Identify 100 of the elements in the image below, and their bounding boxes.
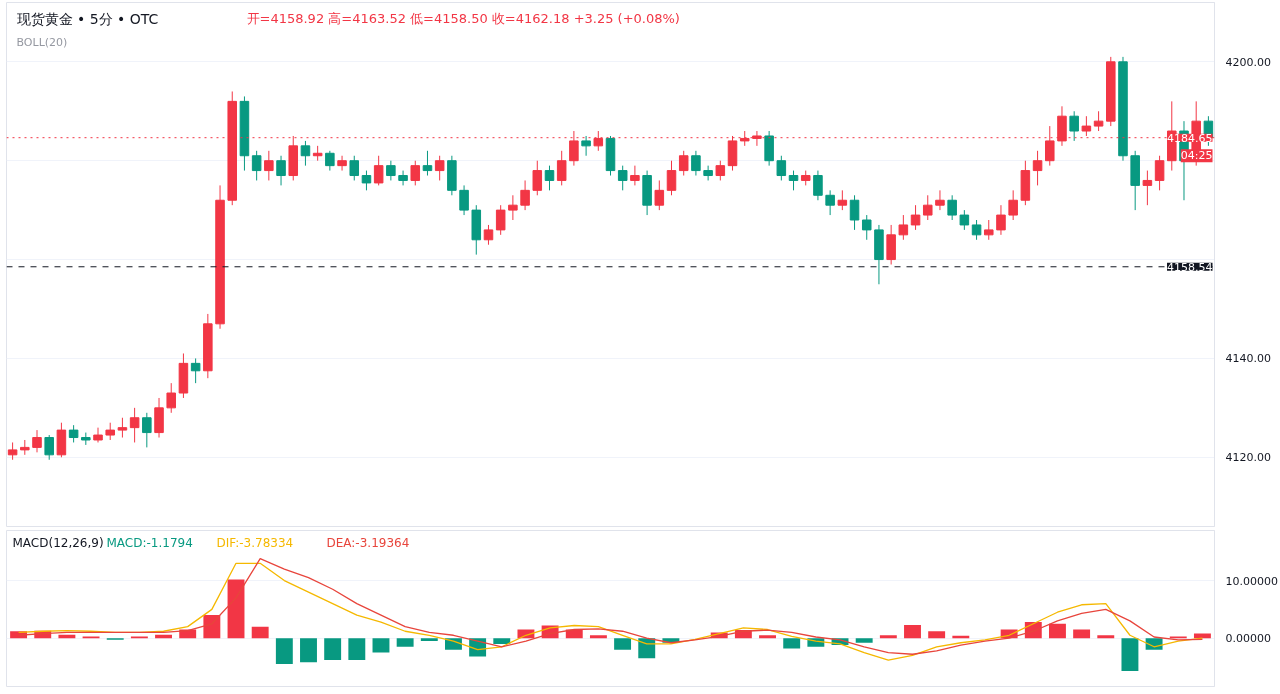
text: DEA:-3.19364	[326, 535, 410, 550]
bar	[396, 638, 414, 647]
candlestick	[1142, 170, 1153, 206]
candlestick	[117, 417, 128, 439]
y-tick-label: 4200.00	[1225, 55, 1271, 69]
bar	[879, 635, 897, 639]
bar	[203, 615, 221, 639]
text: 开=4158.92 高=4163.52 低=4158.50 收=4162.18 +3.25 (+0.08%)	[246, 11, 680, 26]
bar	[493, 638, 511, 644]
candlestick	[166, 382, 176, 414]
text: MACD(12,26,9)	[12, 535, 104, 550]
candlestick	[410, 160, 421, 186]
y-tick-label: 0.00000	[1225, 632, 1271, 646]
candlestick	[251, 150, 262, 181]
candlestick	[459, 184, 469, 216]
candlestick	[1069, 110, 1079, 142]
candlestick	[922, 194, 933, 221]
candlestick	[544, 165, 555, 191]
bar	[348, 638, 366, 661]
bar	[1073, 629, 1091, 639]
bar	[324, 638, 342, 661]
ref-line-label: 4158.54	[1167, 260, 1213, 274]
candlestick	[910, 204, 921, 231]
bar	[1049, 623, 1066, 639]
candlestick	[434, 155, 445, 181]
text: MACD:-1.1794	[106, 535, 193, 550]
candlestick	[947, 194, 957, 221]
bar	[372, 638, 390, 653]
candlestick	[520, 179, 530, 211]
candlestick	[996, 204, 1006, 236]
y-tick-label: 10.00000	[1225, 574, 1278, 588]
bar	[855, 638, 873, 643]
candlestick	[190, 357, 201, 384]
candlestick	[825, 189, 835, 216]
candlestick	[32, 429, 42, 453]
bar	[251, 626, 269, 639]
candlestick	[715, 160, 726, 181]
bar	[904, 624, 921, 639]
candlestick	[898, 214, 909, 241]
candlestick	[630, 165, 640, 186]
candlestick	[532, 160, 543, 196]
candlestick	[776, 155, 787, 181]
candlestick	[581, 135, 591, 157]
candlestick	[264, 150, 274, 181]
series-label: DIF:-3.78334	[216, 535, 294, 550]
candlestick	[1093, 110, 1104, 132]
candlestick	[861, 214, 872, 241]
candlestick	[386, 160, 396, 181]
bar	[227, 579, 245, 639]
candlestick	[691, 150, 701, 177]
candlestick	[398, 170, 408, 186]
bar	[928, 631, 946, 639]
candlestick	[1154, 155, 1165, 191]
candlestick	[788, 170, 799, 191]
candlestick	[349, 155, 360, 181]
y-tick-label: 4140.00	[1225, 352, 1271, 366]
candlestick	[361, 170, 372, 191]
bar	[275, 638, 293, 665]
bar	[420, 638, 438, 642]
candlestick	[142, 412, 152, 448]
candlestick	[849, 194, 860, 231]
candlestick	[983, 219, 994, 241]
candlestick	[971, 219, 982, 241]
bar	[300, 638, 317, 663]
candlestick	[666, 160, 677, 196]
bar	[614, 638, 632, 650]
candlestick	[1008, 189, 1018, 221]
candlestick	[837, 189, 848, 211]
candlestick	[373, 155, 384, 186]
candlestick	[813, 170, 823, 201]
text: 现货黄金 • 5分 • OTC	[16, 10, 159, 27]
bar	[1121, 638, 1139, 671]
bar	[759, 635, 776, 639]
candlestick	[422, 150, 433, 177]
candlestick	[337, 155, 347, 172]
candlestick	[678, 150, 689, 177]
candlestick	[325, 150, 335, 172]
candlestick	[654, 179, 665, 211]
bar	[589, 635, 607, 639]
candlestick	[300, 140, 311, 167]
annotation: 04:25	[1180, 149, 1213, 163]
candlestick	[1081, 115, 1092, 137]
candlestick	[556, 150, 567, 186]
annotation: BOLL(20)	[16, 36, 68, 49]
candlestick	[276, 155, 286, 186]
candlestick	[44, 434, 54, 461]
ref-line-label: 4184.65	[1167, 131, 1213, 145]
bar	[783, 638, 801, 649]
candlestick	[1032, 150, 1043, 186]
bar	[1097, 635, 1115, 639]
candlestick	[617, 165, 628, 191]
candlestick	[483, 224, 494, 246]
candlestick	[508, 194, 518, 221]
candlestick	[129, 407, 140, 443]
candlestick	[959, 209, 970, 231]
y-tick-label: 4120.00	[1225, 451, 1271, 465]
candlestick	[495, 204, 506, 236]
candlestick	[935, 189, 945, 211]
candlestick	[93, 427, 103, 443]
candlestick	[703, 165, 713, 181]
